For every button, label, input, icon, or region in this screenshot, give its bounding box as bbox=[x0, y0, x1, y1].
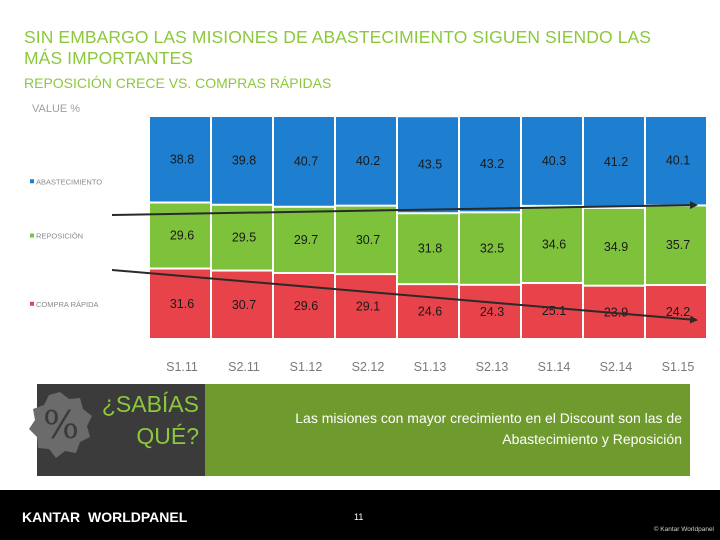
slide-subtitle: REPOSICIÓN CRECE VS. COMPRAS RÁPIDAS bbox=[24, 75, 332, 91]
bar-compra-r-pida-s1-13 bbox=[398, 285, 458, 338]
stacked-bar-chart: 31.6 29.6 38.8 S1.11 30.7 29.5 39.8 S2.11 29.6 29… bbox=[30, 117, 706, 374]
bar-abastecimiento-s2-14 bbox=[584, 117, 644, 207]
logo-text-right: WORLDPANEL bbox=[88, 509, 188, 525]
bar-abastecimiento-s2-11 bbox=[212, 117, 272, 204]
value-label: 24.6 bbox=[418, 305, 442, 319]
value-label: 24.2 bbox=[666, 305, 690, 319]
value-label: 31.8 bbox=[418, 242, 442, 256]
value-label: 30.7 bbox=[232, 298, 256, 312]
value-label: 35.7 bbox=[666, 238, 690, 252]
value-label: 31.6 bbox=[170, 297, 194, 311]
value-label: 29.1 bbox=[356, 300, 380, 314]
value-label: 29.5 bbox=[232, 231, 256, 245]
value-label: 43.2 bbox=[480, 157, 504, 171]
bar-abastecimiento-s1-15 bbox=[646, 117, 706, 205]
bar-compra-r-pida-s2-12 bbox=[336, 275, 396, 338]
bar-reposici-n-s2-11 bbox=[212, 205, 272, 270]
value-label: 40.3 bbox=[542, 154, 566, 168]
did-you-know-callout: % ¿SABÍAS QUÉ? bbox=[27, 384, 205, 476]
copyright-text: © Kantar Worldpanel bbox=[653, 526, 714, 533]
bar-abastecimiento-s2-13 bbox=[460, 117, 520, 212]
bar-abastecimiento-s1-12 bbox=[274, 117, 334, 206]
value-label: 38.8 bbox=[170, 152, 194, 166]
bar-reposici-n-s1-14 bbox=[522, 206, 582, 283]
trend-arrow-compra-rapida bbox=[111, 269, 698, 324]
bar-abastecimiento-s1-14 bbox=[522, 117, 582, 205]
category-label: S1.13 bbox=[414, 360, 447, 374]
bar-abastecimiento-s1-13 bbox=[398, 117, 458, 213]
category-label: S2.12 bbox=[352, 360, 385, 374]
bar-abastecimiento-s1-11 bbox=[150, 117, 210, 202]
kantar-worldpanel-logo: KANTAR WORLDPANEL bbox=[22, 509, 188, 525]
value-label: 40.2 bbox=[356, 154, 380, 168]
percent-badge-icon: % bbox=[29, 392, 92, 458]
value-label: 24.3 bbox=[480, 305, 504, 319]
value-label: 32.5 bbox=[480, 242, 504, 256]
callout-line-2: QUÉ? bbox=[136, 423, 199, 449]
bar-reposici-n-s1-13 bbox=[398, 214, 458, 284]
category-label: S2.13 bbox=[476, 360, 509, 374]
value-label: 41.2 bbox=[604, 155, 628, 169]
category-label: S2.11 bbox=[228, 360, 260, 374]
legend-swatch bbox=[30, 301, 34, 306]
callout-text: ¿SABÍAS QUÉ? bbox=[102, 388, 199, 452]
unit-label: VALUE % bbox=[32, 103, 81, 115]
bar-compra-r-pida-s2-13 bbox=[460, 285, 520, 338]
bar-compra-r-pida-s1-11 bbox=[150, 269, 210, 338]
insight-box: Las misiones con mayor crecimiento en el… bbox=[205, 384, 690, 476]
trend-arrow-abastecimiento bbox=[111, 201, 698, 216]
value-label: 39.8 bbox=[232, 153, 256, 167]
bar-reposici-n-s2-13 bbox=[460, 213, 520, 284]
category-label: S1.15 bbox=[662, 360, 695, 374]
value-label: 29.6 bbox=[170, 229, 194, 243]
value-label: 29.7 bbox=[294, 233, 318, 247]
value-label: 34.9 bbox=[604, 240, 628, 254]
legend-swatch bbox=[30, 179, 34, 184]
legend-swatch bbox=[30, 233, 34, 238]
bar-abastecimiento-s2-12 bbox=[336, 117, 396, 205]
logo-text-left: KANTAR bbox=[22, 509, 80, 525]
bar-compra-r-pida-s1-15 bbox=[646, 286, 706, 338]
bar-reposici-n-s2-14 bbox=[584, 208, 644, 285]
legend-label: REPOSICIÓN bbox=[36, 232, 83, 241]
bar-reposici-n-s1-12 bbox=[274, 207, 334, 272]
svg-text:%: % bbox=[43, 403, 79, 447]
bar-compra-r-pida-s1-14 bbox=[522, 284, 582, 338]
value-label: 29.6 bbox=[294, 299, 318, 313]
value-label: 40.1 bbox=[666, 154, 690, 168]
slide-title: SIN EMBARGO LAS MISIONES DE ABASTECIMIEN… bbox=[24, 27, 652, 68]
bar-reposici-n-s1-15 bbox=[646, 206, 706, 285]
footer-bar: KANTAR WORLDPANEL 11 © Kantar Worldpanel bbox=[0, 490, 720, 540]
legend-label: ABASTECIMIENTO bbox=[36, 177, 102, 186]
category-label: S2.14 bbox=[600, 360, 633, 374]
legend-label: COMPRA RÁPIDA bbox=[36, 300, 99, 309]
bar-reposici-n-s2-12 bbox=[336, 206, 396, 274]
category-label: S1.14 bbox=[538, 360, 571, 374]
page-number: 11 bbox=[354, 512, 364, 522]
value-label: 40.7 bbox=[294, 154, 318, 168]
category-label: S1.11 bbox=[166, 360, 198, 374]
insight-text: Las misiones con mayor crecimiento en el… bbox=[295, 410, 682, 447]
value-label: 30.7 bbox=[356, 233, 380, 247]
category-label: S1.12 bbox=[290, 360, 323, 374]
callout-line-1: ¿SABÍAS bbox=[101, 391, 199, 417]
value-label: 34.6 bbox=[542, 237, 566, 251]
value-label: 43.5 bbox=[418, 158, 442, 172]
